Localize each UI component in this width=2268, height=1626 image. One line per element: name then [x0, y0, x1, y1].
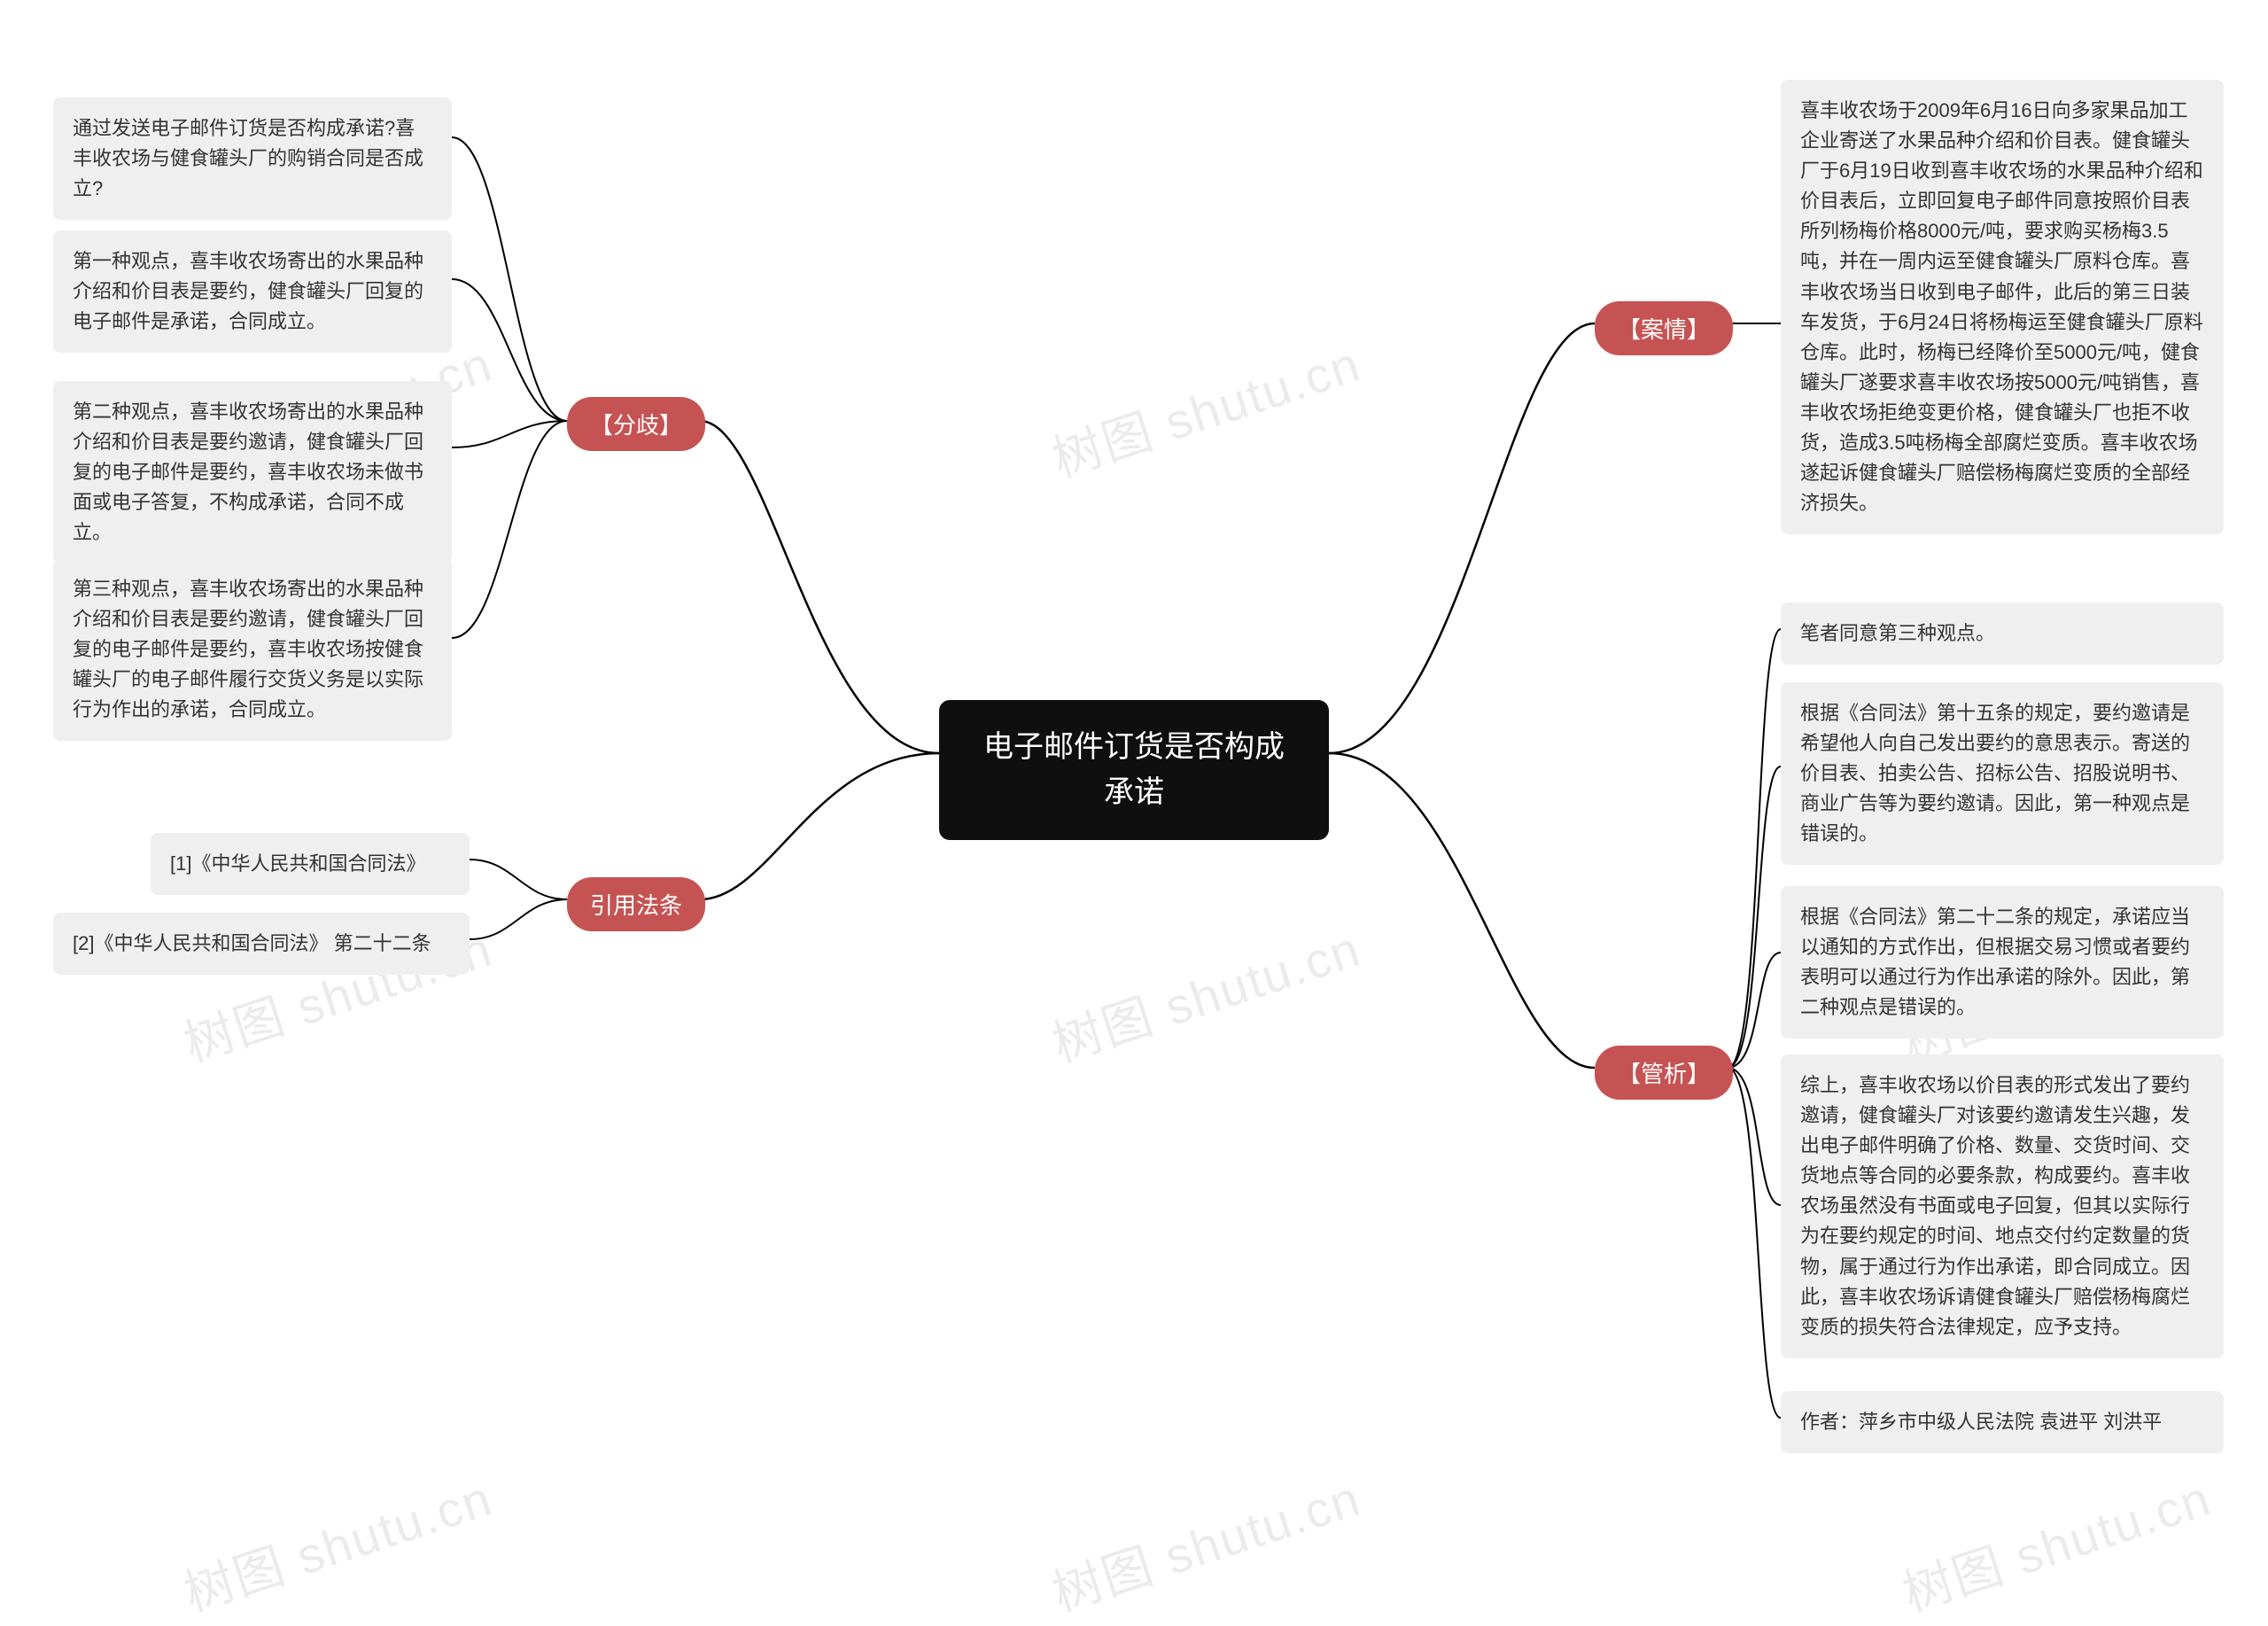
center-text: 电子邮件订货是否构成承诺 — [983, 730, 1285, 809]
leaf-divergence-0: 通过发送电子邮件订货是否构成承诺?喜丰收农场与健食罐头厂的购销合同是否成立? — [53, 97, 452, 220]
leaf-text: 第三种观点，喜丰收农场寄出的水果品种介绍和价目表是要约邀请，健食罐头厂回复的电子… — [73, 578, 423, 720]
leaf-divergence-2: 第二种观点，喜丰收农场寄出的水果品种介绍和价目表是要约邀请，健食罐头厂回复的电子… — [53, 381, 452, 564]
leaf-text: 通过发送电子邮件订货是否构成承诺?喜丰收农场与健食罐头厂的购销合同是否成立? — [73, 117, 423, 199]
leaf-analysis-4: 作者：萍乡市中级人民法院 袁进平 刘洪平 — [1781, 1391, 2224, 1453]
leaf-analysis-2: 根据《合同法》第二十二条的规定，承诺应当以通知的方式作出，但根据交易习惯或者要约… — [1781, 886, 2224, 1039]
leaf-text: [2]《中华人民共和国合同法》 第二十二条 — [73, 932, 431, 954]
watermark: 树图 shutu.cn — [1042, 1459, 1369, 1626]
watermark: 树图 shutu.cn — [1042, 909, 1369, 1077]
branch-label: 引用法条 — [590, 892, 682, 919]
leaf-text: 综上，喜丰收农场以价目表的形式发出了要约邀请，健食罐头厂对该要约邀请发生兴趣，发… — [1800, 1074, 2190, 1338]
leaf-analysis-0: 笔者同意第三种观点。 — [1781, 603, 2224, 665]
leaf-analysis-1: 根据《合同法》第十五条的规定，要约邀请是希望他人向自己发出要约的意思表示。寄送的… — [1781, 682, 2224, 865]
leaf-analysis-3: 综上，喜丰收农场以价目表的形式发出了要约邀请，健食罐头厂对该要约邀请发生兴趣，发… — [1781, 1054, 2224, 1358]
leaf-text: 根据《合同法》第二十二条的规定，承诺应当以通知的方式作出，但根据交易习惯或者要约… — [1800, 906, 2190, 1018]
center-node: 电子邮件订货是否构成承诺 — [939, 700, 1329, 840]
leaf-text: 第一种观点，喜丰收农场寄出的水果品种介绍和价目表是要约，健食罐头厂回复的电子邮件… — [73, 250, 423, 332]
leaf-text: 根据《合同法》第十五条的规定，要约邀请是希望他人向自己发出要约的意思表示。寄送的… — [1800, 702, 2190, 844]
leaf-text: 笔者同意第三种观点。 — [1800, 622, 1995, 644]
leaf-divergence-1: 第一种观点，喜丰收农场寄出的水果品种介绍和价目表是要约，健食罐头厂回复的电子邮件… — [53, 230, 452, 353]
watermark: 树图 shutu.cn — [174, 1459, 501, 1626]
watermark: 树图 shutu.cn — [1042, 324, 1369, 492]
branch-divergence: 【分歧】 — [567, 397, 705, 451]
leaf-case-0: 喜丰收农场于2009年6月16日向多家果品加工企业寄送了水果品种介绍和价目表。健… — [1781, 80, 2224, 534]
branch-label: 【案情】 — [1618, 316, 1710, 343]
leaf-text: [1]《中华人民共和国合同法》 — [170, 852, 425, 875]
watermark: 树图 shutu.cn — [1892, 1459, 2219, 1626]
leaf-citation-0: [1]《中华人民共和国合同法》 — [151, 833, 470, 895]
leaf-text: 作者：萍乡市中级人民法院 袁进平 刘洪平 — [1800, 1411, 2162, 1433]
leaf-citation-1: [2]《中华人民共和国合同法》 第二十二条 — [53, 913, 470, 975]
leaf-divergence-3: 第三种观点，喜丰收农场寄出的水果品种介绍和价目表是要约邀请，健食罐头厂回复的电子… — [53, 558, 452, 741]
branch-label: 【分歧】 — [590, 412, 682, 439]
leaf-text: 喜丰收农场于2009年6月16日向多家果品加工企业寄送了水果品种介绍和价目表。健… — [1800, 99, 2203, 514]
branch-case: 【案情】 — [1595, 301, 1733, 355]
branch-analysis: 【管析】 — [1595, 1046, 1733, 1100]
leaf-text: 第二种观点，喜丰收农场寄出的水果品种介绍和价目表是要约邀请，健食罐头厂回复的电子… — [73, 401, 423, 543]
branch-citations: 引用法条 — [567, 877, 705, 931]
branch-label: 【管析】 — [1618, 1061, 1710, 1087]
